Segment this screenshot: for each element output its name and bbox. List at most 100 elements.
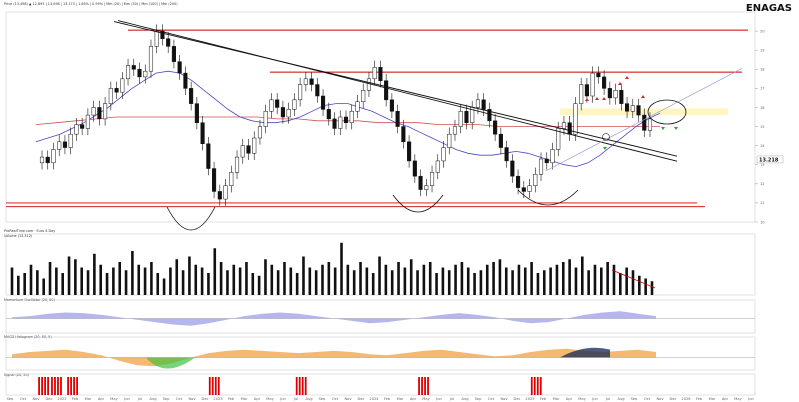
x-tick-label: Aug: [305, 397, 312, 401]
candle-body: [429, 172, 435, 186]
volume-bar: [530, 262, 533, 295]
candle-body: [613, 90, 618, 99]
x-tick-label: Aug: [617, 397, 624, 401]
candle-body: [556, 128, 561, 150]
candle-body: [154, 30, 159, 47]
signal-bar: [304, 377, 307, 395]
candle-body: [630, 105, 635, 112]
candle-body: [212, 168, 217, 192]
candle-body: [452, 126, 458, 135]
volume-bar: [384, 264, 388, 295]
volume-bar: [390, 270, 394, 295]
volume-bar: [492, 262, 495, 295]
x-tick-label: 2025: [525, 397, 534, 401]
y-tick-label: 12: [760, 182, 765, 186]
x-tick-label: Feb: [72, 397, 79, 401]
signal-bar: [51, 377, 53, 395]
bottom-arc-3: [517, 189, 579, 206]
volume-panel-subtitle: ProRealTime.com · Euro 4 Day: [4, 229, 55, 233]
x-tick-label: Sep: [631, 397, 638, 401]
candle-body: [280, 107, 285, 118]
bottom-arc-1: [166, 206, 216, 231]
candle-body: [435, 160, 440, 173]
x-tick-label: Apr: [722, 397, 729, 401]
candle-body: [257, 126, 263, 139]
x-tick-label: Mar: [397, 397, 404, 401]
volume-bar: [511, 270, 514, 295]
volume-bar: [17, 275, 20, 295]
candle-body: [636, 105, 641, 116]
signal-bar: [301, 377, 304, 395]
candle-body: [143, 70, 148, 78]
x-tick-label: Jul: [293, 397, 298, 401]
volume-bar: [93, 253, 96, 295]
volume-bar: [175, 259, 179, 295]
candle-body: [384, 80, 389, 101]
volume-bar: [308, 267, 312, 295]
x-tick-label: Aug: [149, 397, 156, 401]
y-tick-label: 20: [760, 29, 765, 33]
panel-frame: [5, 11, 756, 223]
sell-marker: [585, 98, 589, 101]
x-tick-label: Dec: [358, 397, 365, 401]
x-tick-label: Aug: [461, 397, 468, 401]
candle-body: [332, 118, 337, 129]
x-tick-label: Feb: [384, 397, 391, 401]
candle-body: [647, 118, 653, 131]
signal-bar: [60, 377, 62, 395]
candle-body: [309, 78, 314, 85]
oscillator-1-panel: Momentum Oscillator (20, 50): [4, 298, 756, 334]
volume-bar: [625, 267, 628, 295]
candle-body: [579, 84, 584, 104]
sell-marker: [641, 95, 645, 98]
candle-body: [292, 99, 297, 110]
buy-marker: [661, 127, 665, 130]
candle-body: [68, 133, 73, 148]
x-tick-label: Mar: [709, 397, 716, 401]
volume-bar: [137, 264, 141, 295]
candle-body: [275, 99, 280, 108]
signal-bar: [73, 377, 75, 395]
volume-bar: [10, 267, 14, 295]
volume-bar: [226, 270, 229, 295]
candle-body: [166, 38, 171, 47]
volume-bar: [333, 267, 337, 295]
signal-bar: [214, 377, 217, 395]
volume-bar: [327, 262, 331, 295]
x-tick-label: May: [578, 397, 586, 401]
volume-bar: [61, 273, 64, 295]
x-tick-label: Jul: [449, 397, 454, 401]
volume-bar: [314, 270, 318, 295]
volume-bar: [549, 267, 552, 295]
candle-body: [39, 156, 45, 164]
signal-panel-title: Signal (20, 50): [4, 373, 30, 377]
volume-bar: [29, 264, 33, 295]
volume-bar: [118, 262, 122, 295]
volume-bar: [536, 273, 540, 295]
candle-body: [286, 109, 291, 118]
volume-bar: [99, 264, 103, 295]
volume-bar: [67, 256, 71, 295]
volume-bar: [295, 273, 299, 295]
candle-body: [573, 103, 578, 135]
volume-bar: [194, 264, 198, 295]
candle-body: [424, 185, 429, 190]
candle-body: [62, 141, 67, 148]
candle-body: [74, 124, 79, 135]
x-tick-label: Mar: [553, 397, 560, 401]
signal-bar: [530, 377, 533, 395]
downtrend-line: [113, 21, 678, 157]
candle-body: [504, 147, 509, 162]
volume-bar: [346, 264, 350, 295]
candle-body: [567, 122, 572, 135]
volume-bar: [612, 264, 616, 295]
signal-bar: [418, 377, 420, 395]
candle-body: [395, 111, 400, 127]
volume-bar: [441, 267, 445, 295]
x-tick-label: Feb: [228, 397, 235, 401]
volume-bar: [365, 267, 369, 295]
candle-body: [602, 76, 607, 89]
candle-body: [234, 156, 240, 173]
candle-body: [177, 61, 182, 74]
